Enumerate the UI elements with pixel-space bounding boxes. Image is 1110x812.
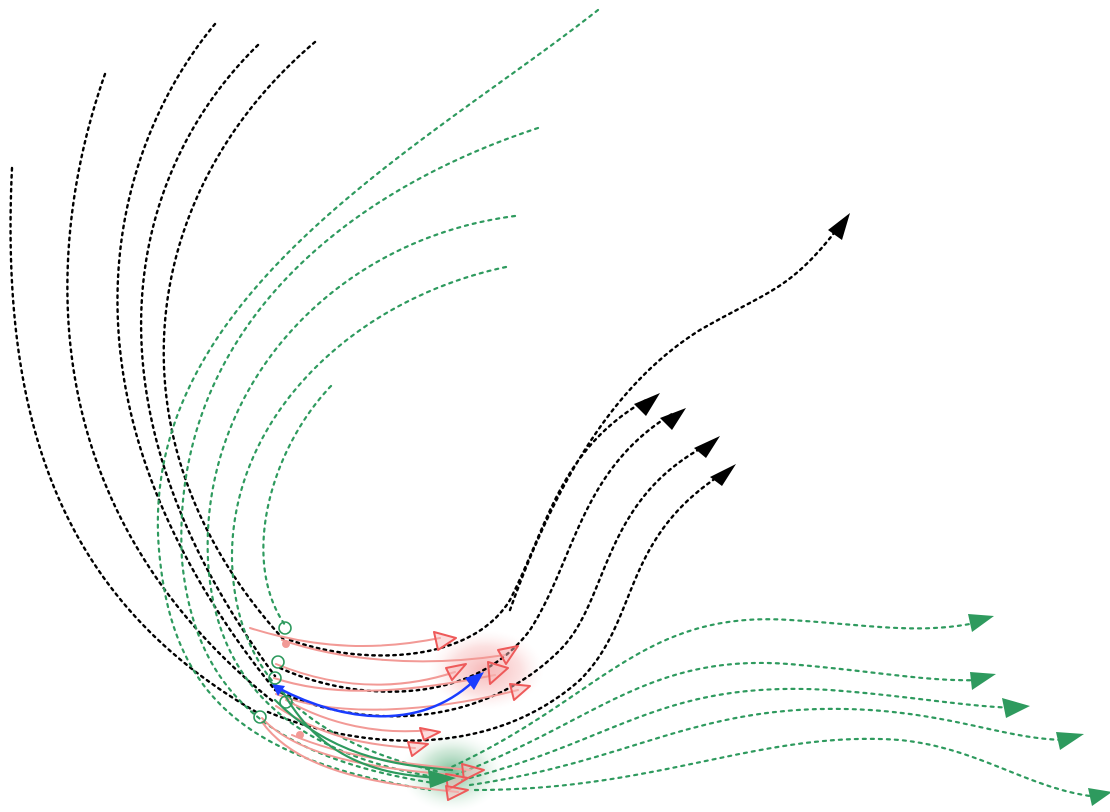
red-goal-markers bbox=[407, 631, 531, 801]
start-dot-2 bbox=[296, 731, 304, 739]
green-track-5 bbox=[262, 384, 333, 627]
green-trajectories bbox=[156, 8, 1100, 799]
green-track-7 bbox=[453, 661, 984, 777]
black-track-5 bbox=[162, 40, 317, 643]
green-arrow-5 bbox=[1088, 788, 1110, 806]
pink-pred-4 bbox=[273, 674, 496, 692]
red-marker-10 bbox=[445, 785, 469, 801]
start-markers bbox=[253, 621, 304, 739]
black-arrowheads bbox=[634, 213, 850, 486]
red-marker-4 bbox=[445, 663, 467, 681]
green-track-1 bbox=[156, 8, 600, 792]
pink-pred-5 bbox=[275, 689, 519, 711]
red-marker-3 bbox=[487, 661, 509, 685]
pink-pred-6 bbox=[285, 699, 431, 733]
green-arrow-3 bbox=[1002, 698, 1030, 718]
black-arrow-2 bbox=[660, 408, 686, 430]
black-track-4 bbox=[139, 43, 277, 678]
green-track-9 bbox=[468, 707, 1070, 787]
green-goal-arrowheads bbox=[428, 770, 456, 788]
start-circle-1 bbox=[278, 621, 292, 635]
start-dot-1 bbox=[282, 640, 290, 648]
black-trajectories bbox=[9, 22, 840, 742]
black-track-1 bbox=[9, 166, 260, 715]
green-track-8 bbox=[460, 687, 1018, 782]
pink-pred-3 bbox=[275, 663, 456, 686]
black-track-9 bbox=[266, 472, 724, 742]
start-circle-5 bbox=[253, 710, 267, 724]
red-marker-6 bbox=[407, 741, 429, 757]
black-track-10 bbox=[508, 226, 840, 612]
green-pred-2 bbox=[273, 698, 454, 772]
green-arrow-1 bbox=[968, 614, 994, 632]
black-track-6 bbox=[288, 398, 648, 657]
red-marker-1 bbox=[433, 631, 457, 651]
green-goal-region bbox=[400, 732, 504, 812]
black-track-7 bbox=[278, 412, 674, 693]
black-arrow-4 bbox=[710, 464, 736, 486]
blue-start-arrowhead bbox=[272, 684, 285, 696]
green-arrow-2 bbox=[970, 672, 996, 690]
green-goal-arrow bbox=[428, 770, 456, 788]
blue-track bbox=[277, 676, 479, 718]
pink-predictions bbox=[249, 627, 519, 793]
red-marker-8 bbox=[461, 763, 485, 781]
black-arrow-5 bbox=[828, 213, 850, 240]
start-circle-4 bbox=[279, 695, 293, 709]
black-track-2 bbox=[66, 72, 277, 705]
red-marker-5 bbox=[509, 683, 531, 701]
black-arrow-3 bbox=[694, 436, 720, 458]
green-arrow-4 bbox=[1056, 732, 1084, 750]
start-circle-2 bbox=[271, 655, 285, 669]
start-circle-3 bbox=[268, 671, 282, 685]
green-pred-1 bbox=[280, 688, 442, 780]
green-track-6 bbox=[443, 618, 982, 772]
blue-arrowhead bbox=[465, 672, 484, 690]
red-marker-7 bbox=[419, 727, 441, 741]
black-arrow-1 bbox=[634, 393, 660, 416]
green-track-10 bbox=[473, 737, 1100, 799]
pink-pred-1 bbox=[249, 627, 441, 648]
pink-pred-2 bbox=[281, 639, 506, 663]
pink-pred-9 bbox=[261, 721, 459, 793]
blue-selected-trajectory bbox=[272, 672, 484, 718]
red-marker-2 bbox=[497, 645, 519, 665]
green-predictions bbox=[273, 688, 454, 780]
black-track-3 bbox=[116, 22, 277, 692]
green-arrowheads bbox=[968, 614, 1110, 806]
green-track-4 bbox=[230, 265, 508, 774]
green-track-3 bbox=[206, 214, 517, 780]
